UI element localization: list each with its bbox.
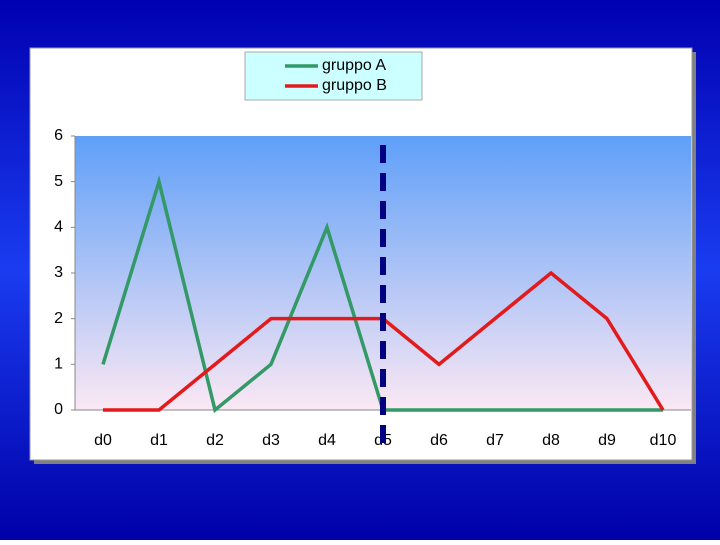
x-tick-label: d3 (262, 432, 280, 449)
y-tick-label: 0 (54, 401, 63, 418)
legend (244, 51, 423, 101)
y-tick-label: 5 (54, 173, 63, 190)
x-tick-label: d1 (150, 432, 168, 449)
x-tick-label: d7 (486, 432, 504, 449)
legend-box (244, 51, 423, 101)
x-tick-label: d2 (206, 432, 224, 449)
legend-label: gruppo A (322, 57, 386, 74)
y-tick-label: 3 (54, 264, 63, 281)
y-tick-label: 1 (54, 356, 63, 373)
legend-label: gruppo B (322, 77, 387, 94)
x-tick-label: d4 (318, 432, 336, 449)
x-tick-label: d8 (542, 432, 560, 449)
y-tick-label: 6 (54, 127, 63, 144)
x-tick-label: d10 (650, 432, 677, 449)
y-tick-label: 4 (54, 219, 63, 236)
x-tick-label: d9 (598, 432, 616, 449)
x-tick-label: d6 (430, 432, 448, 449)
x-tick-label: d0 (94, 432, 112, 449)
y-tick-label: 2 (54, 310, 63, 327)
